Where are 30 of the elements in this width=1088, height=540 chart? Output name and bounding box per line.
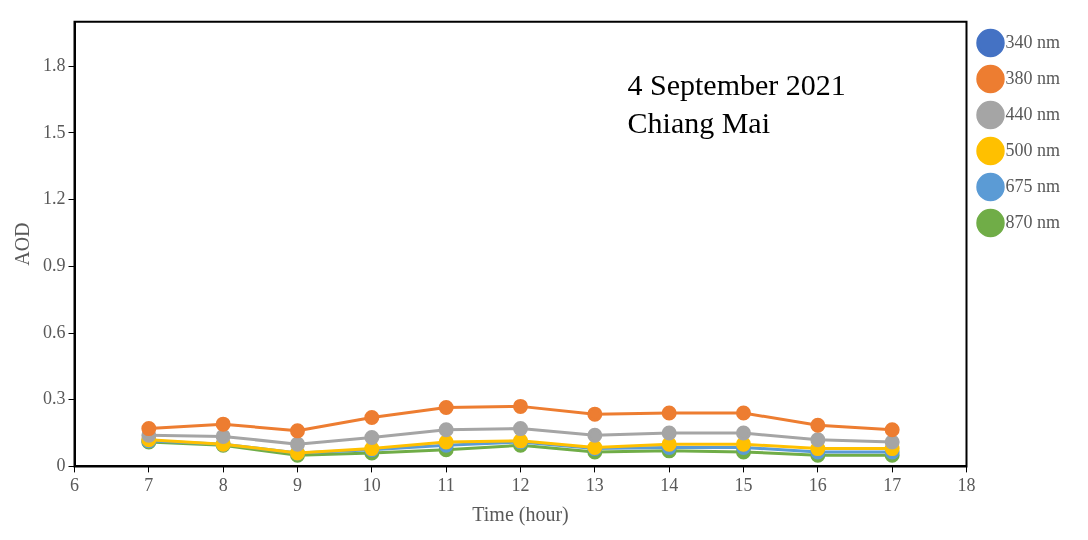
x-tick-label: 14 bbox=[660, 474, 679, 495]
legend-label: 380 nm bbox=[1005, 67, 1061, 88]
x-tick-label: 11 bbox=[437, 474, 455, 495]
y-tick-label: 0 bbox=[56, 455, 66, 476]
y-tick-label: 1.5 bbox=[43, 121, 66, 142]
x-axis-title: Time (hour) bbox=[472, 503, 569, 527]
legend-label: 440 nm bbox=[1005, 103, 1061, 124]
y-tick-label: 0.3 bbox=[43, 388, 66, 409]
y-axis-title: AOD bbox=[11, 222, 34, 266]
y-tick-label: 0.6 bbox=[43, 321, 66, 342]
y-tick-label: 1.8 bbox=[43, 54, 66, 75]
legend-label: 870 nm bbox=[1005, 211, 1061, 232]
x-tick-label: 7 bbox=[144, 474, 154, 495]
x-tick-label: 12 bbox=[511, 474, 530, 495]
x-tick-label: 8 bbox=[218, 474, 228, 495]
x-tick-label: 15 bbox=[734, 474, 753, 495]
annotation: Chiang Mai bbox=[627, 105, 771, 139]
x-tick-label: 13 bbox=[585, 474, 604, 495]
legend-label: 500 nm bbox=[1005, 139, 1061, 160]
x-tick-label: 16 bbox=[808, 474, 827, 495]
legend-label: 675 nm bbox=[1005, 175, 1061, 196]
y-tick-label: 0.9 bbox=[43, 255, 66, 276]
x-tick-label: 6 bbox=[70, 474, 79, 495]
x-tick-label: 10 bbox=[362, 474, 381, 495]
y-tick-label: 1.2 bbox=[43, 188, 66, 209]
legend-label: 340 nm bbox=[1005, 31, 1061, 52]
x-tick-label: 9 bbox=[293, 474, 302, 495]
x-tick-label: 18 bbox=[957, 474, 976, 495]
annotation: 4 September 2021 bbox=[627, 67, 846, 101]
x-tick-label: 17 bbox=[883, 474, 902, 495]
